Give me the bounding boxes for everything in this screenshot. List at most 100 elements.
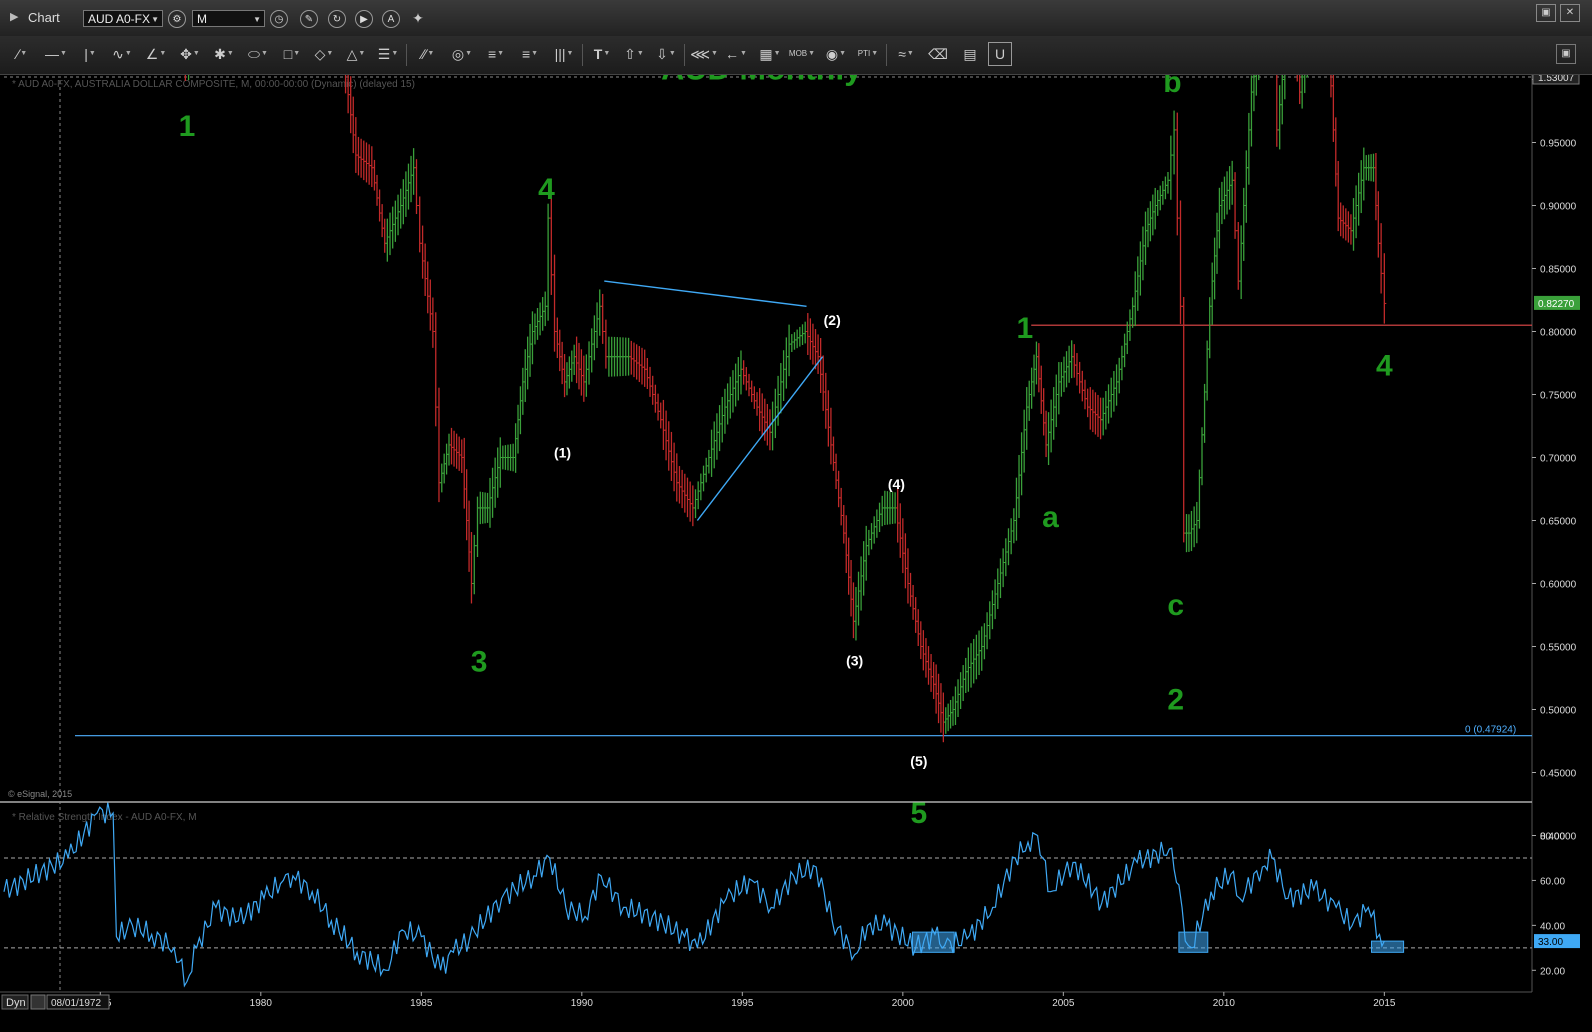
fibonacci-circles-icon[interactable]: ◎▼ bbox=[451, 46, 473, 62]
symbol-settings-icon[interactable]: ⚙ bbox=[168, 10, 186, 28]
sub-wave-label: (3) bbox=[846, 652, 863, 668]
price-tick-label: 0.80000 bbox=[1540, 328, 1577, 339]
window-title: Chart bbox=[28, 10, 60, 25]
wave-label: 4 bbox=[538, 173, 555, 206]
link-icon[interactable]: ✦ bbox=[412, 10, 424, 26]
top-price-box bbox=[1532, 75, 1580, 85]
time-tick-label: 2015 bbox=[1373, 998, 1396, 1009]
price-chart[interactable]: * AUD A0-FX, AUSTRALIA DOLLAR COMPOSITE,… bbox=[0, 75, 1592, 1032]
wave-label: b bbox=[1163, 75, 1181, 99]
rsi-tick-label: 20.00 bbox=[1540, 966, 1565, 977]
cycle-lines-icon[interactable]: ←▼ bbox=[725, 46, 747, 62]
angle-tool-icon[interactable]: ∠▼ bbox=[145, 46, 167, 62]
parallel-lines-icon[interactable]: ∕∕▼ bbox=[421, 46, 435, 62]
rsi-tick-label: 40.00 bbox=[1540, 921, 1565, 932]
wave-label: 4 bbox=[1376, 350, 1393, 383]
dyn-toggle-box bbox=[1, 994, 29, 1010]
date-label: 08/01/1972 bbox=[51, 998, 101, 1009]
mob-tool-icon[interactable]: MOB▼ bbox=[788, 49, 816, 58]
wave-label: c bbox=[1167, 589, 1184, 622]
drawing-toolbar: ∕▼ —▼ |▼ ∿▼ ∠▼ ✥▼ ✱▼ ⬭▼ □▼ ◇▼ △▼ ☰▼ ∕∕▼ … bbox=[0, 36, 1592, 75]
top-price-label: 1.53007 bbox=[1538, 75, 1575, 84]
calendar-icon bbox=[30, 994, 46, 1010]
gann-fan-icon[interactable]: ✱▼ bbox=[214, 46, 234, 62]
time-tick-label: 2005 bbox=[1052, 998, 1075, 1009]
chart-header-label: * AUD A0-FX, AUSTRALIA DOLLAR COMPOSITE,… bbox=[12, 79, 415, 90]
trendline bbox=[604, 280, 807, 307]
fibonacci-time-zones-icon[interactable]: |||▼ bbox=[554, 46, 574, 62]
volume-profile-icon[interactable]: ◉▼ bbox=[825, 46, 847, 62]
ellipse-tool-icon[interactable]: ⬭▼ bbox=[248, 46, 268, 62]
horizontal-line-tool-icon[interactable]: —▼ bbox=[45, 46, 67, 62]
rsi-tick-label: 80.00 bbox=[1540, 832, 1565, 843]
price-tick-label: 0.40000 bbox=[1540, 832, 1577, 843]
rsi-tick-label: 60.00 bbox=[1540, 876, 1565, 887]
restore-window-icon[interactable]: ▣ bbox=[1536, 4, 1556, 22]
toolbar-separator bbox=[886, 44, 887, 66]
price-tick-label: 0.95000 bbox=[1540, 139, 1577, 150]
pti-tool-icon[interactable]: PTI▼ bbox=[857, 49, 879, 58]
fibonacci-fan-icon[interactable]: ✥▼ bbox=[180, 46, 200, 62]
clock-icon[interactable]: ◷ bbox=[270, 10, 288, 28]
rectangle-tool-icon[interactable]: □▼ bbox=[283, 46, 301, 62]
magnet-icon[interactable]: U bbox=[988, 42, 1012, 66]
eraser-icon[interactable]: ⌫ bbox=[928, 46, 948, 62]
andrews-pitchfork-icon[interactable]: ⋘▼ bbox=[690, 46, 718, 62]
toolbar-settings-icon[interactable]: ▣ bbox=[1556, 44, 1576, 64]
time-axis-area bbox=[0, 992, 1592, 1032]
wave-label: a bbox=[1042, 501, 1059, 534]
date-box bbox=[46, 994, 110, 1010]
line-tool-icon[interactable]: ∕▼ bbox=[16, 46, 28, 62]
price-tick-label: 0.60000 bbox=[1540, 580, 1577, 591]
close-window-icon[interactable]: ✕ bbox=[1560, 4, 1580, 22]
wave-label: 2 bbox=[1167, 684, 1184, 717]
alert-icon[interactable]: A bbox=[382, 10, 400, 28]
refresh-icon[interactable]: ↻ bbox=[328, 10, 346, 28]
fibonacci-retracement-icon[interactable]: ≡▼ bbox=[487, 46, 505, 62]
last-price-label: 0.82270 bbox=[1538, 299, 1575, 310]
fib-level-label: 0 (0.47924) bbox=[1465, 725, 1516, 736]
fibonacci-extension-icon[interactable]: ≡▼ bbox=[521, 46, 539, 62]
wave-label: 1 bbox=[1016, 312, 1033, 345]
cursor-wave-icon[interactable]: ≈▼ bbox=[898, 46, 914, 62]
interval-select[interactable]: M ▼ bbox=[192, 10, 265, 27]
chart-title: AUD Monthly bbox=[661, 75, 862, 87]
rhombus-tool-icon[interactable]: ◇▼ bbox=[314, 46, 334, 62]
play-icon[interactable]: ▶ bbox=[355, 10, 373, 28]
comment-icon[interactable]: ▤ bbox=[963, 46, 977, 62]
chart-background bbox=[0, 75, 1592, 1032]
rsi-last-box bbox=[1534, 934, 1580, 949]
down-arrow-tool-icon[interactable]: ⇩▼ bbox=[656, 46, 676, 62]
toolbar-separator bbox=[406, 44, 407, 66]
regression-channel-icon[interactable]: ☰▼ bbox=[377, 46, 399, 62]
symbol-dropdown-icon[interactable]: ▼ bbox=[151, 15, 159, 24]
trendline bbox=[696, 356, 824, 521]
wave-label: 5 bbox=[911, 797, 928, 830]
time-tick-label: 2000 bbox=[892, 998, 915, 1009]
interval-dropdown-icon[interactable]: ▼ bbox=[253, 15, 261, 24]
rsi-highlight-box bbox=[1178, 931, 1209, 953]
sub-wave-label: (1) bbox=[554, 445, 571, 461]
chart-window-icon: ▶ bbox=[10, 11, 19, 23]
pencil-icon[interactable]: ✎ bbox=[300, 10, 318, 28]
wave-label: 3 bbox=[471, 646, 488, 679]
elliott-wave-tool-icon[interactable]: ∿▼ bbox=[112, 46, 132, 62]
text-tool-icon[interactable]: T▼ bbox=[593, 46, 611, 62]
vertical-line-tool-icon[interactable]: |▼ bbox=[84, 46, 96, 62]
triangle-tool-icon[interactable]: △▼ bbox=[346, 46, 366, 62]
copyright-label: © eSignal, 2015 bbox=[8, 789, 72, 799]
price-axis-area bbox=[1532, 75, 1592, 992]
grid-tool-icon[interactable]: ▦▼ bbox=[759, 46, 781, 62]
up-arrow-tool-icon[interactable]: ⇧▼ bbox=[624, 46, 644, 62]
sub-wave-label: (4) bbox=[888, 476, 905, 492]
price-tick-label: 0.70000 bbox=[1540, 454, 1577, 465]
price-tick-label: 0.85000 bbox=[1540, 265, 1577, 276]
price-tick-label: 0.90000 bbox=[1540, 202, 1577, 213]
toolbar-separator bbox=[684, 44, 685, 66]
time-tick-label: 2010 bbox=[1213, 998, 1236, 1009]
title-bar: ▶ Chart AUD A0-FX ▼ ⚙ M ▼ ◷ ✎ ↻ ▶ A ✦ ▣ … bbox=[0, 0, 1592, 37]
price-tick-label: 0.55000 bbox=[1540, 643, 1577, 654]
symbol-input[interactable]: AUD A0-FX ▼ bbox=[83, 10, 163, 27]
rsi-line bbox=[3, 802, 1385, 988]
sub-wave-label: (5) bbox=[910, 753, 927, 769]
